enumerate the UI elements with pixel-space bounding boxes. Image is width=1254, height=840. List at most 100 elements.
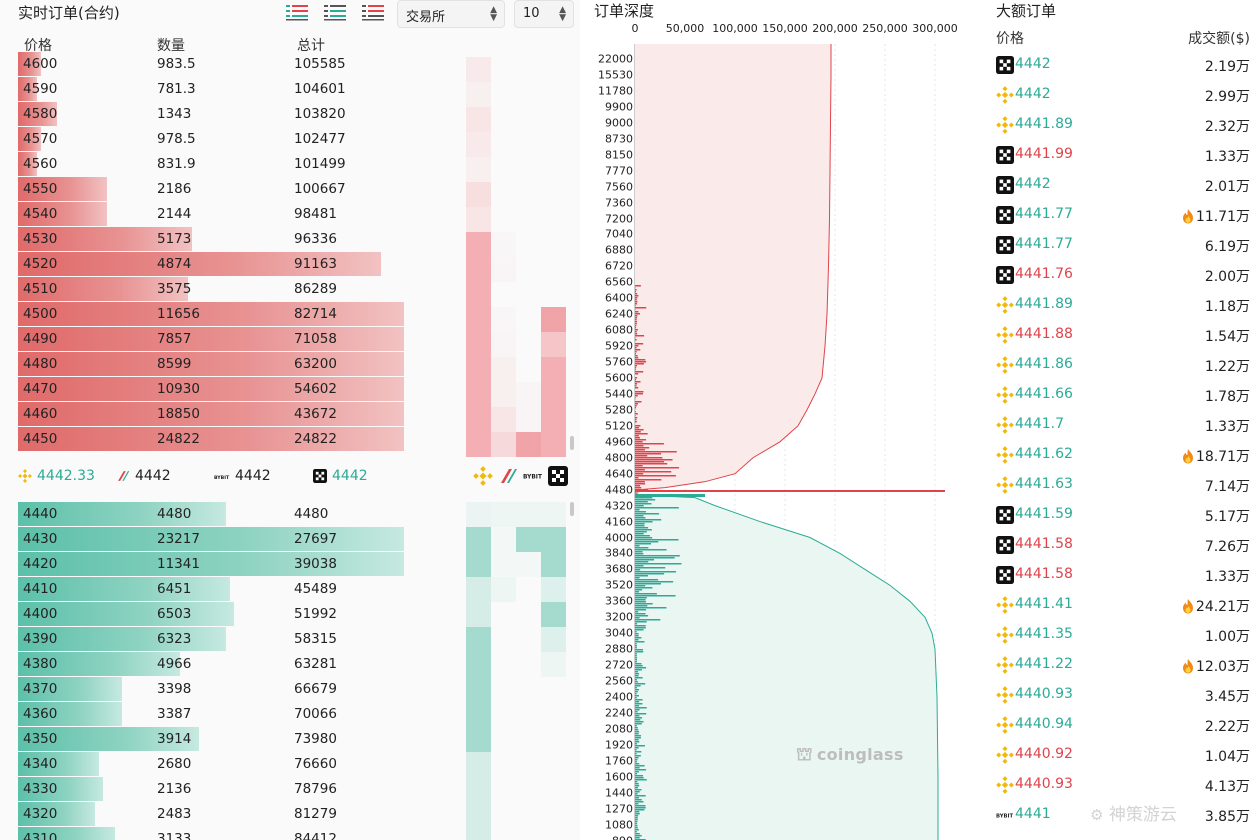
bid-level-bar xyxy=(635,657,638,659)
bid-row[interactable]: 4360 3387 70066 xyxy=(18,702,408,726)
bid-row[interactable]: 4330 2136 78796 xyxy=(18,777,408,801)
bid-row[interactable]: 4310 3133 84412 xyxy=(18,827,408,840)
large-order-row[interactable]: 4441.86 1.22万 xyxy=(990,350,1254,380)
bid-level-bar xyxy=(635,515,644,517)
ask-row[interactable]: 4590 781.3 104601 xyxy=(18,77,408,101)
ask-row[interactable]: 4580 1343 103820 xyxy=(18,102,408,126)
depth-chart[interactable] xyxy=(580,0,990,840)
large-order-row[interactable]: 4441.59 5.17万 xyxy=(990,500,1254,530)
exchange-select[interactable]: 交易所 ▲ ▼ xyxy=(397,0,505,28)
ask-row[interactable]: 4570 978.5 102477 xyxy=(18,127,408,151)
ask-row[interactable]: 4490 7857 71058 xyxy=(18,327,408,351)
ask-level-bar xyxy=(635,487,642,489)
orderbook-asks-icon[interactable] xyxy=(360,2,386,22)
bid-row[interactable]: 4440 4480 4480 xyxy=(18,502,408,526)
bid-level-bar xyxy=(635,499,656,501)
bid-level-bar xyxy=(635,525,645,527)
bid-row[interactable]: 4390 6323 58315 xyxy=(18,627,408,651)
large-order-row[interactable]: 4440.93 3.45万 xyxy=(990,680,1254,710)
large-order-row[interactable]: 4441.66 1.78万 xyxy=(990,380,1254,410)
large-order-row[interactable]: 4440.92 1.04万 xyxy=(990,740,1254,770)
large-order-row[interactable]: 4440.94 2.22万 xyxy=(990,710,1254,740)
ask-row[interactable]: 4480 8599 63200 xyxy=(18,352,408,376)
bid-row[interactable]: 4340 2680 76660 xyxy=(18,752,408,776)
large-order-row[interactable]: 4441.99 1.33万 xyxy=(990,140,1254,170)
bid-level-bar xyxy=(635,595,676,597)
ask-row[interactable]: 4550 2186 100667 xyxy=(18,177,408,201)
large-order-row[interactable]: 4441.89 1.18万 xyxy=(990,290,1254,320)
ask-depth-bar xyxy=(18,202,107,226)
ask-row[interactable]: 4540 2144 98481 xyxy=(18,202,408,226)
bid-level-bar xyxy=(635,741,640,743)
ask-level-bar xyxy=(635,347,637,349)
binance-icon xyxy=(996,476,1014,494)
okx-icon xyxy=(996,146,1014,164)
large-order-row[interactable]: BYBIT 4441 3.85万 xyxy=(990,800,1254,830)
depth-level-select[interactable]: 10 ▲ ▼ xyxy=(514,0,574,28)
bid-total: 63281 xyxy=(294,656,337,672)
large-order-amount: 24.21万 xyxy=(1181,596,1250,616)
bid-row[interactable]: 4350 3914 73980 xyxy=(18,727,408,751)
orderbook-both-icon[interactable] xyxy=(284,2,310,22)
large-order-row[interactable]: 4441.22 12.03万 xyxy=(990,650,1254,680)
bid-level-bar xyxy=(635,563,682,565)
ask-level-bar xyxy=(635,449,645,451)
okx-icon xyxy=(996,536,1014,554)
ask-row[interactable]: 4510 3575 86289 xyxy=(18,277,408,301)
bid-price: 4380 xyxy=(23,656,58,672)
amount-text: 2.32万 xyxy=(1204,119,1250,135)
bids-scrollbar[interactable] xyxy=(570,502,574,516)
large-order-row[interactable]: 4441.58 1.33万 xyxy=(990,560,1254,590)
bid-total: 58315 xyxy=(294,631,337,647)
large-order-amount: 1.00万 xyxy=(1205,626,1250,646)
large-order-row[interactable]: 4441.35 1.00万 xyxy=(990,620,1254,650)
large-order-row[interactable]: 4441.77 6.19万 xyxy=(990,230,1254,260)
large-order-row[interactable]: 4440.93 4.13万 xyxy=(990,770,1254,800)
large-order-row[interactable]: 4441.76 2.00万 xyxy=(990,260,1254,290)
large-order-row[interactable]: 4441.89 2.32万 xyxy=(990,110,1254,140)
bid-total: 39038 xyxy=(294,556,337,572)
large-order-row[interactable]: 4442 2.01万 xyxy=(990,170,1254,200)
bid-row[interactable]: 4420 11341 39038 xyxy=(18,552,408,576)
bid-row[interactable]: 4380 4966 63281 xyxy=(18,652,408,676)
bid-row[interactable]: 4430 23217 27697 xyxy=(18,527,408,551)
large-order-row[interactable]: 4441.58 7.26万 xyxy=(990,530,1254,560)
large-order-row[interactable]: 4442 2.99万 xyxy=(990,80,1254,110)
bid-level-bar xyxy=(635,745,645,747)
ask-level-bar xyxy=(635,323,637,325)
large-order-row[interactable]: 4441.7 1.33万 xyxy=(990,410,1254,440)
orderbook-bids-icon[interactable] xyxy=(322,2,348,22)
ask-row[interactable]: 4470 10930 54602 xyxy=(18,377,408,401)
ask-row[interactable]: 4560 831.9 101499 xyxy=(18,152,408,176)
ask-row[interactable]: 4600 983.5 105585 xyxy=(18,52,408,76)
mid-prices: 4442.33 4442 BYBIT 4442 4442 xyxy=(18,466,578,488)
large-order-row[interactable]: 4441.77 11.71万 xyxy=(990,200,1254,230)
ask-row[interactable]: 4460 18850 43672 xyxy=(18,402,408,426)
bid-level-bar xyxy=(635,619,661,621)
x-tick-label: 250,000 xyxy=(862,22,908,35)
bid-row[interactable]: 4410 6451 45489 xyxy=(18,577,408,601)
ask-row[interactable]: 4500 11656 82714 xyxy=(18,302,408,326)
large-order-row[interactable]: 4441.41 24.21万 xyxy=(990,590,1254,620)
ask-row[interactable]: 4520 4874 91163 xyxy=(18,252,408,276)
bid-level-bar xyxy=(635,725,637,727)
fire-icon xyxy=(1182,209,1193,224)
large-order-row[interactable]: 4442 2.19万 xyxy=(990,50,1254,80)
header-qty: 数量 xyxy=(157,38,185,54)
large-order-row[interactable]: 4441.88 1.54万 xyxy=(990,320,1254,350)
bid-row[interactable]: 4400 6503 51992 xyxy=(18,602,408,626)
y-tick-label: 8150 xyxy=(605,148,633,162)
large-order-row[interactable]: 4441.63 7.14万 xyxy=(990,470,1254,500)
large-order-row[interactable]: 4441.62 18.71万 xyxy=(990,440,1254,470)
ask-row[interactable]: 4450 24822 24822 xyxy=(18,427,408,451)
bid-row[interactable]: 4370 3398 66679 xyxy=(18,677,408,701)
bid-price: 4340 xyxy=(23,756,58,772)
bid-row[interactable]: 4320 2483 81279 xyxy=(18,802,408,826)
heatmap-cell xyxy=(466,702,491,727)
ask-row[interactable]: 4530 5173 96336 xyxy=(18,227,408,251)
bid-level-bar xyxy=(635,723,642,725)
ask-depth-bar xyxy=(18,127,41,151)
ask-level-bar xyxy=(635,379,637,381)
asks-scrollbar[interactable] xyxy=(570,436,574,450)
ask-level-bar xyxy=(635,485,641,487)
